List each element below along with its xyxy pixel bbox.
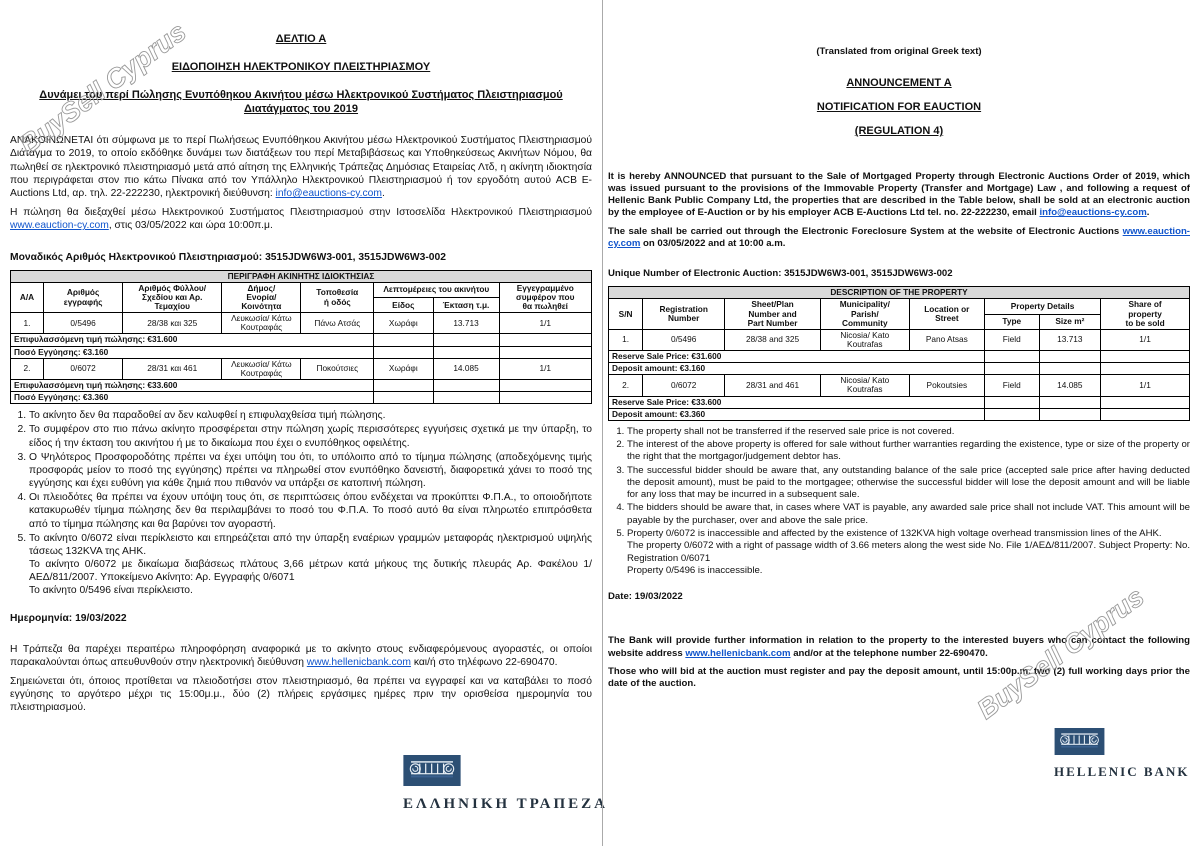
svg-text:BuySell Cyprus: BuySell Cyprus [972, 581, 1150, 724]
svg-text:BuySell Cyprus: BuySell Cyprus [14, 16, 192, 159]
